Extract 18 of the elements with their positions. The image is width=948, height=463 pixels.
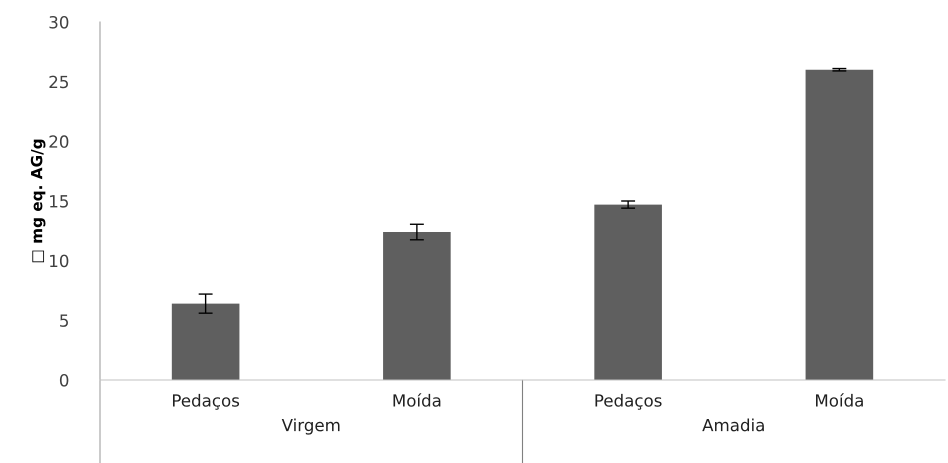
text: Amadia [702,418,764,432]
y-tick-label: 30 [50,16,68,29]
bar [594,204,662,380]
y-tick-label: 0 [60,374,68,387]
x-tick-label: Pedaços [595,394,662,410]
y-axis-title: □ mg eq. AG/g [30,140,46,262]
y-tick-label: 25 [49,76,68,88]
x-tick-label: Moída [394,393,440,407]
y-tick-label: 15 [50,195,68,208]
bar [806,70,874,380]
bar [172,304,240,380]
y-tick-label: 20 [49,135,68,148]
text: Virgem [282,418,340,435]
y-tick-label: 10 [50,254,68,268]
x-tick-label: Moída [816,393,863,407]
bar [383,232,451,380]
x-tick-label: Pedaços [172,394,240,410]
y-tick-label: 5 [60,314,68,327]
